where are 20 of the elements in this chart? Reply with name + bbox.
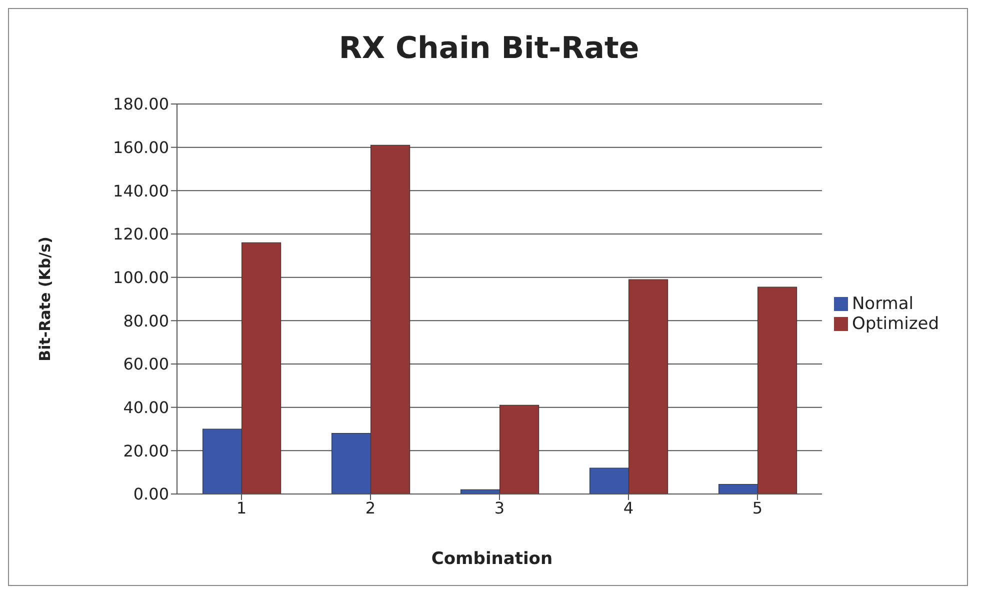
- y-tick-label: 140.00: [113, 181, 169, 200]
- y-tick-label: 100.00: [113, 268, 169, 288]
- x-tick-label: 3: [494, 498, 505, 518]
- x-tick-label: 4: [623, 498, 634, 518]
- y-tick-label: 0.00: [133, 484, 169, 504]
- legend-label: Optimized: [852, 314, 939, 334]
- x-axis-title: Combination: [430, 549, 554, 569]
- y-tick-label: 60.00: [123, 354, 169, 374]
- x-tick-label: 2: [365, 498, 376, 518]
- y-tick-label: 120.00: [113, 224, 169, 244]
- chart-title: RX Chain Bit-Rate: [338, 31, 640, 66]
- y-tick-label: 40.00: [123, 398, 169, 418]
- legend-label: Normal: [852, 294, 914, 314]
- y-tick-label: 180.00: [113, 94, 169, 114]
- x-tick-label: 5: [752, 498, 763, 518]
- y-tick-label: 20.00: [123, 441, 169, 460]
- y-axis-title: Bit-Rate (Kb/s): [36, 236, 54, 362]
- y-tick-label: 80.00: [123, 311, 169, 330]
- y-tick-label: 160.00: [113, 138, 169, 158]
- x-tick-label: 1: [236, 498, 247, 518]
